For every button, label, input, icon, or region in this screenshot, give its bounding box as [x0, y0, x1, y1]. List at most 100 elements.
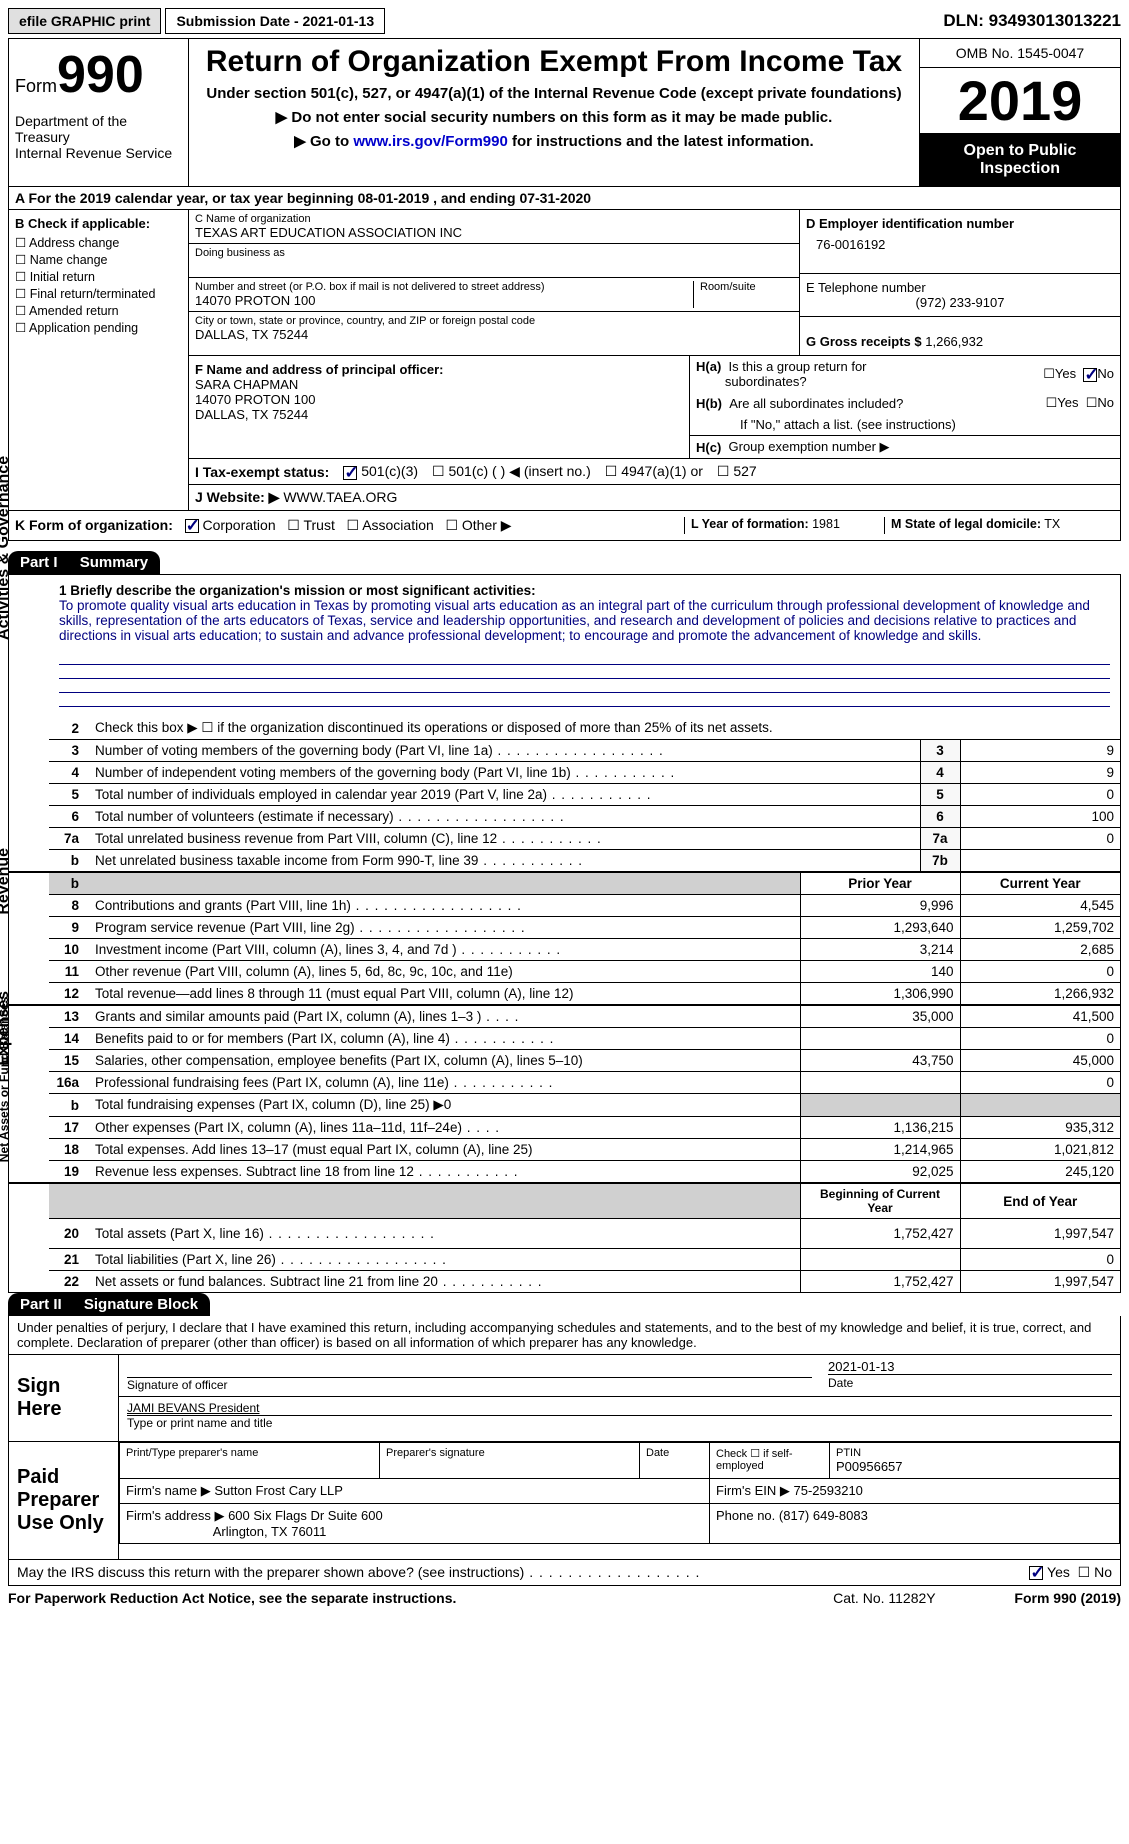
line16a-text: Professional fundraising fees (Part IX, … [95, 1075, 449, 1090]
officer-label: F Name and address of principal officer: [195, 362, 683, 377]
officer-addr2: DALLAS, TX 75244 [195, 407, 683, 422]
line12-curr: 1,266,932 [960, 983, 1120, 1005]
line20-curr: 1,997,547 [960, 1219, 1120, 1249]
part2-header: Part II Signature Block [8, 1293, 210, 1316]
line22-text: Net assets or fund balances. Subtract li… [95, 1274, 438, 1289]
year-formation: 1981 [812, 517, 840, 531]
opt-other: Other ▶ [462, 517, 512, 533]
gross-receipts-label: G Gross receipts $ [806, 334, 922, 349]
gross-receipts: 1,266,932 [925, 334, 983, 349]
line3-box: 3 [920, 740, 960, 762]
city-label: City or town, state or province, country… [195, 315, 793, 327]
form-header: Form990 Department of the TreasuryIntern… [8, 38, 1121, 187]
header-right: OMB No. 1545-0047 2019 Open to Public In… [920, 39, 1120, 186]
na-hdr-prior: Beginning of Current Year [800, 1184, 960, 1219]
discuss-yes: Yes [1047, 1564, 1070, 1580]
year-formation-label: L Year of formation: [691, 517, 809, 531]
discuss-no: No [1094, 1564, 1112, 1580]
line21-text: Total liabilities (Part X, line 26) [95, 1252, 276, 1267]
preparer-table: Print/Type preparer's name Preparer's si… [119, 1442, 1120, 1544]
expenses-table: 13Grants and similar amounts paid (Part … [49, 1006, 1120, 1182]
row-k: K Form of organization: Corporation ☐ Tr… [8, 511, 1121, 541]
line20-text: Total assets (Part X, line 16) [95, 1226, 264, 1241]
prep-phone: (817) 649-8083 [779, 1508, 868, 1523]
line13-curr: 41,500 [960, 1006, 1120, 1028]
row-j: J Website: ▶ WWW.TAEA.ORG [189, 484, 1120, 510]
revenue-table: bPrior YearCurrent Year 8Contributions a… [49, 873, 1120, 1004]
row-i: I Tax-exempt status: 501(c)(3) ☐ 501(c) … [189, 458, 1120, 484]
line18-prior: 1,214,965 [800, 1139, 960, 1161]
irs-link[interactable]: www.irs.gov/Form990 [353, 133, 508, 150]
ein: 76-0016192 [816, 237, 1114, 252]
col-b: B Check if applicable: ☐ Address change … [9, 210, 189, 510]
city-state-zip: DALLAS, TX 75244 [195, 327, 793, 342]
officer-signed-name: JAMI BEVANS President [127, 1401, 1112, 1415]
ptin-label: PTIN [836, 1447, 1113, 1459]
discuss-text: May the IRS discuss this return with the… [17, 1564, 524, 1580]
line15-text: Salaries, other compensation, employee b… [95, 1053, 583, 1068]
line14-text: Benefits paid to or for members (Part IX… [95, 1031, 450, 1046]
line13-text: Grants and similar amounts paid (Part IX… [95, 1009, 481, 1024]
line4-val: 9 [960, 762, 1120, 784]
type-name-label: Type or print name and title [127, 1415, 1112, 1430]
prep-name-label: Print/Type preparer's name [126, 1447, 373, 1459]
prep-date-label: Date [646, 1447, 703, 1459]
paid-prep-label: Paid Preparer Use Only [9, 1442, 119, 1559]
line16a-curr: 0 [960, 1072, 1120, 1094]
firm-name-label: Firm's name ▶ [126, 1483, 211, 1498]
line18-text: Total expenses. Add lines 13–17 (must eq… [95, 1142, 532, 1157]
line16a-prior [800, 1072, 960, 1094]
section-expenses: Expenses 13Grants and similar amounts pa… [9, 1004, 1120, 1182]
na-hdr-curr: End of Year [960, 1184, 1120, 1219]
line13-prior: 35,000 [800, 1006, 960, 1028]
line18-curr: 1,021,812 [960, 1139, 1120, 1161]
part1-num: Part I [20, 554, 76, 571]
hb-yes: Yes [1057, 395, 1078, 410]
opt-501c3: 501(c)(3) [361, 463, 418, 479]
line4-box: 4 [920, 762, 960, 784]
col-de: D Employer identification number 76-0016… [800, 210, 1120, 355]
line4-text: Number of independent voting members of … [95, 765, 571, 780]
opt-address-change: ☐ Address change [15, 235, 182, 250]
efile-print-button[interactable]: efile GRAPHIC print [8, 8, 161, 34]
line20-prior: 1,752,427 [800, 1219, 960, 1249]
line12-text: Total revenue—add lines 8 through 11 (mu… [95, 986, 574, 1001]
form-label: Form [15, 76, 57, 96]
line19-prior: 92,025 [800, 1161, 960, 1183]
tax-status-label: I Tax-exempt status: [195, 464, 329, 480]
form-number: 990 [57, 46, 144, 104]
opt-amended-return: ☐ Amended return [15, 303, 182, 318]
header-left: Form990 Department of the TreasuryIntern… [9, 39, 189, 186]
firm-addr-label: Firm's address ▶ [126, 1508, 224, 1523]
line5-text: Total number of individuals employed in … [95, 787, 547, 802]
line17-text: Other expenses (Part IX, column (A), lin… [95, 1120, 462, 1135]
line16b-text: Total fundraising expenses (Part IX, col… [95, 1097, 451, 1112]
ha-no: No [1097, 366, 1114, 381]
form-org-label: K Form of organization: [15, 517, 173, 533]
opt-corp: Corporation [202, 517, 275, 533]
opt-527: 527 [733, 463, 756, 479]
hb-note: If "No," attach a list. (see instruction… [690, 414, 1120, 435]
website: WWW.TAEA.ORG [283, 489, 397, 505]
501c3-checkbox [343, 466, 357, 480]
line6-box: 6 [920, 806, 960, 828]
top-bar: efile GRAPHIC print Submission Date - 20… [8, 8, 1121, 34]
line10-prior: 3,214 [800, 939, 960, 961]
firm-addr1: 600 Six Flags Dr Suite 600 [228, 1508, 383, 1523]
phone: (972) 233-9107 [806, 295, 1114, 310]
line11-prior: 140 [800, 961, 960, 983]
open-public: Open to Public Inspection [920, 134, 1120, 186]
part2-num: Part II [20, 1296, 80, 1313]
line16b-prior [800, 1094, 960, 1117]
part1-title: Summary [80, 554, 148, 571]
label-netassets: Net Assets or Fund Balances [0, 997, 11, 1163]
signature-block: Under penalties of perjury, I declare th… [8, 1316, 1121, 1560]
line10-curr: 2,685 [960, 939, 1120, 961]
org-name: TEXAS ART EDUCATION ASSOCIATION INC [195, 225, 793, 240]
part2-title: Signature Block [84, 1296, 198, 1313]
netassets-table: Beginning of Current YearEnd of Year 20T… [49, 1184, 1120, 1292]
section-revenue: Revenue bPrior YearCurrent Year 8Contrib… [9, 871, 1120, 1004]
opt-trust: Trust [303, 517, 334, 533]
rev-hdr-prior: Prior Year [800, 873, 960, 895]
hb-no: No [1097, 395, 1114, 410]
